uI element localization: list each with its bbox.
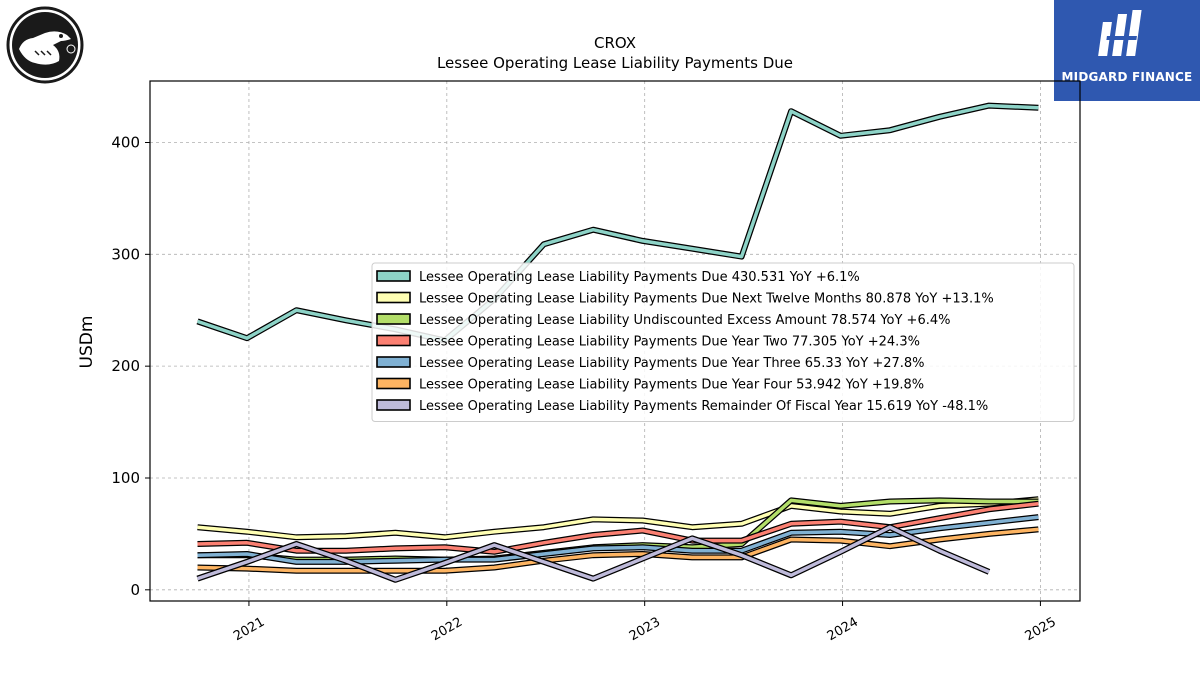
legend-label: Lessee Operating Lease Liability Payment… [419,399,988,414]
legend-item: Lessee Operating Lease Liability Payment… [376,399,988,414]
chart-subtitle: Lessee Operating Lease Liability Payment… [437,54,793,72]
y-tick-label: 100 [111,469,140,487]
legend-label: Lessee Operating Lease Liability Payment… [419,335,920,350]
series-path [197,501,1039,554]
x-tick-label: 2024 [825,615,861,645]
legend-label: Lessee Operating Lease Liability Undisco… [419,313,950,328]
legend-label: Lessee Operating Lease Liability Payment… [419,292,994,307]
legend-swatch [376,399,411,411]
legend-label: Lessee Operating Lease Liability Payment… [419,270,860,285]
y-tick-label: 0 [130,581,140,599]
series-line-1 [196,102,1039,344]
plot-area-frame [149,80,1081,602]
legend-item: Lessee Operating Lease Liability Payment… [376,291,994,307]
y-tick-label: 400 [111,134,140,152]
legend-item: Lessee Operating Lease Liability Payment… [376,270,860,285]
brand-name: MIDGARD FINANCE [1061,70,1193,84]
x-tick-label: 2022 [429,615,465,645]
series-line-7 [196,524,991,583]
crocs-logo [6,6,84,84]
series-lines [196,102,1039,583]
series-line-2 [197,496,1039,541]
series-path [197,497,1039,540]
series-path [197,527,1039,573]
legend-item: Lessee Operating Lease Liability Payment… [376,334,920,350]
legend-swatch [376,377,411,390]
legend-item: Lessee Operating Lease Liability Payment… [376,377,924,393]
legend-box [371,262,1075,422]
series-path [196,525,990,582]
legend-swatch [376,334,411,347]
series-line-6 [197,526,1039,574]
legend-item: Lessee Operating Lease Liability Payment… [376,356,925,371]
legend-swatch [376,291,411,304]
legend-swatch [376,270,411,282]
y-axis-label: USDm [77,316,97,369]
series-line-4 [197,500,1039,555]
midgard-emblem-icon [1098,10,1142,56]
x-tick-label: 2021 [231,615,267,645]
x-tick-label: 2023 [627,615,663,645]
legend-label: Lessee Operating Lease Liability Payment… [419,356,925,371]
legend-swatch [376,313,411,325]
series-path [196,103,1039,343]
legend-item: Lessee Operating Lease Liability Undisco… [376,313,950,328]
chart-title: CROX [594,34,636,52]
midgard-finance-logo: MIDGARD FINANCE [1054,0,1200,101]
y-tick-label: 200 [111,357,140,375]
chart-legend: Lessee Operating Lease Liability Payment… [371,262,1075,422]
legend-label: Lessee Operating Lease Liability Payment… [419,378,924,393]
y-tick-label: 300 [111,245,140,263]
legend-swatch [376,356,411,368]
x-tick-label: 2025 [1023,615,1059,645]
